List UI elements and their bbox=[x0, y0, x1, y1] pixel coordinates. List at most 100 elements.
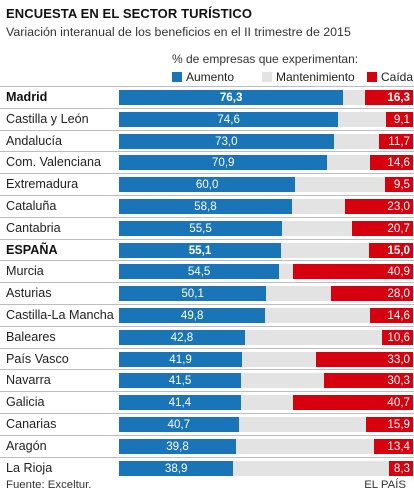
bar-mantenimiento bbox=[280, 242, 369, 258]
bar-row-castilla-y-leon: Castilla y León 74,6 9,1 bbox=[0, 107, 414, 131]
category-label: La Rioja bbox=[6, 460, 53, 475]
legend-label-caida: Caída bbox=[381, 70, 414, 84]
legend-item-aumento: Aumento bbox=[172, 70, 234, 84]
bar-aumento bbox=[119, 177, 296, 193]
category-label: Cataluña bbox=[6, 199, 57, 213]
value-label-caida: 28,0 bbox=[387, 287, 410, 301]
bar-row-extremadura: Extremadura 60,0 9,5 bbox=[0, 173, 414, 196]
value-label-caida: 15,0 bbox=[387, 243, 410, 257]
bar-row-aragon: Aragón 39,8 13,4 bbox=[0, 434, 414, 458]
legend-label-mantenimiento: Mantenimiento bbox=[276, 70, 355, 84]
category-label: ESPAÑA bbox=[6, 242, 58, 257]
category-label: Castilla-La Mancha bbox=[6, 308, 114, 322]
bar-caida bbox=[293, 395, 413, 411]
bar-row-murcia: Murcia 54,5 40,9 bbox=[0, 260, 414, 283]
legend-item-caida: Caída bbox=[367, 70, 413, 84]
value-label-caida: 33,0 bbox=[387, 352, 410, 366]
bar-caida bbox=[370, 155, 413, 171]
chart-subtitle: Variación interanual de los beneficios e… bbox=[6, 25, 351, 39]
value-label-caida: 11,7 bbox=[388, 134, 410, 148]
bar-caida bbox=[292, 264, 413, 280]
bar-aumento bbox=[119, 111, 339, 127]
category-label: Canarias bbox=[6, 417, 57, 431]
bar-mantenimiento bbox=[266, 286, 331, 302]
value-label-aumento: 70,9 bbox=[211, 156, 235, 170]
bar-aumento bbox=[119, 460, 234, 476]
legend-label-aumento: Aumento bbox=[186, 70, 235, 84]
bar-aumento bbox=[119, 308, 266, 323]
bar-caida bbox=[365, 90, 413, 105]
value-label-aumento: 76,3 bbox=[219, 91, 243, 104]
bar-row-canarias: Canarias 40,7 15,9 bbox=[0, 413, 414, 436]
category-label: Com. Valenciana bbox=[6, 155, 101, 170]
bar-row-galicia: Galicia 41,4 40,7 bbox=[0, 391, 414, 414]
category-label: Madrid bbox=[6, 90, 48, 104]
category-label: Asturias bbox=[6, 286, 52, 301]
bar-aumento bbox=[119, 329, 245, 345]
value-label-caida: 40,7 bbox=[387, 396, 410, 410]
bar-mantenimiento bbox=[265, 308, 371, 323]
value-label-caida: 8,3 bbox=[393, 461, 410, 475]
legend-swatch-aumento bbox=[172, 72, 182, 82]
value-label-caida: 40,9 bbox=[387, 265, 410, 279]
bar-caida bbox=[385, 177, 413, 193]
legend-swatch-caida bbox=[367, 72, 377, 82]
bar-caida bbox=[352, 220, 413, 236]
category-label: Cantabria bbox=[6, 220, 61, 235]
category-label: Aragón bbox=[6, 438, 47, 453]
value-label-caida: 15,9 bbox=[387, 418, 410, 431]
bar-caida bbox=[366, 417, 413, 432]
publisher-credit: EL PAÍS bbox=[364, 479, 406, 491]
bar-aumento bbox=[119, 373, 241, 389]
bar-mantenimiento bbox=[338, 111, 387, 127]
value-label-aumento: 38,9 bbox=[164, 461, 188, 475]
value-label-aumento: 60,0 bbox=[195, 178, 219, 192]
bar-aumento bbox=[119, 264, 280, 280]
bar-row-castilla-la-mancha: Castilla-La Mancha 49,8 14,6 bbox=[0, 304, 414, 327]
bar-mantenimiento bbox=[242, 351, 316, 367]
bar-row-madrid: Madrid 76,3 16,3 bbox=[0, 86, 414, 109]
legend-item-mantenimiento: Mantenimiento bbox=[262, 70, 355, 84]
value-label-aumento: 54,5 bbox=[187, 265, 211, 279]
value-label-caida: 20,7 bbox=[387, 221, 410, 235]
bar-mantenimiento bbox=[238, 417, 367, 432]
bar-row-espana: ESPAÑA 55,1 15,0 bbox=[0, 238, 414, 262]
bar-aumento bbox=[119, 438, 236, 454]
bar-mantenimiento bbox=[233, 460, 389, 476]
bar-row-baleares: Baleares 42,8 10,6 bbox=[0, 325, 414, 349]
category-label: Murcia bbox=[6, 264, 44, 279]
bar-mantenimiento bbox=[343, 90, 366, 105]
category-label: País Vasco bbox=[6, 351, 69, 366]
category-label: Andalucía bbox=[6, 133, 63, 148]
bar-caida bbox=[315, 351, 413, 367]
bar-mantenimiento bbox=[291, 199, 346, 214]
bar-row-com-valenciana: Com. Valenciana 70,9 14,6 bbox=[0, 151, 414, 174]
value-label-caida: 14,6 bbox=[387, 156, 410, 170]
value-label-caida: 14,6 bbox=[387, 309, 410, 322]
value-label-aumento: 55,5 bbox=[189, 221, 212, 235]
bar-row-cataluna: Cataluña 58,8 23,0 bbox=[0, 195, 414, 218]
value-label-aumento: 58,8 bbox=[194, 200, 217, 213]
value-label-caida: 16,3 bbox=[387, 91, 410, 104]
value-label-aumento: 73,0 bbox=[215, 134, 238, 148]
bar-mantenimiento bbox=[295, 177, 386, 193]
value-label-aumento: 42,8 bbox=[170, 330, 194, 344]
bar-mantenimiento bbox=[236, 438, 374, 454]
bar-mantenimiento bbox=[333, 133, 379, 149]
bar-aumento bbox=[119, 220, 283, 236]
category-label: Extremadura bbox=[6, 177, 79, 192]
bar-mantenimiento bbox=[327, 155, 371, 171]
bar-mantenimiento bbox=[282, 220, 353, 236]
value-label-caida: 9,1 bbox=[393, 112, 410, 126]
bar-caida bbox=[330, 286, 413, 302]
legend-swatch-mantenimiento bbox=[262, 72, 272, 82]
bar-row-navarra: Navarra 41,5 30,3 bbox=[0, 369, 414, 392]
value-label-aumento: 50,1 bbox=[181, 287, 204, 301]
source-note: Fuente: Exceltur. bbox=[6, 479, 92, 491]
bar-row-cantabria: Cantabria 55,5 20,7 bbox=[0, 216, 414, 240]
bar-aumento bbox=[119, 242, 281, 258]
bar-aumento bbox=[119, 286, 267, 302]
category-label: Galicia bbox=[6, 395, 45, 410]
bar-row-pais-vasco: País Vasco 41,9 33,0 bbox=[0, 347, 414, 371]
category-label: Navarra bbox=[6, 373, 51, 388]
